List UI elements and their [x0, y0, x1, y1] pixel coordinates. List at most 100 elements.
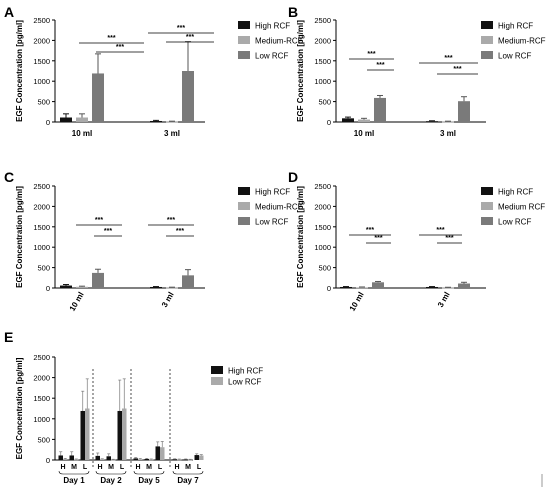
y-tick-label: 500: [318, 264, 331, 273]
y-axis-label: EGF Concentration [pg/ml]: [296, 186, 305, 288]
bar: [172, 459, 177, 460]
x-tick-label: 10 ml: [348, 291, 366, 313]
y-axis-label: EGF Concentration [pg/ml]: [15, 186, 24, 288]
y-tick-label: 500: [37, 264, 50, 273]
bar: [76, 286, 88, 288]
significance-label: ***: [186, 34, 194, 41]
legend-entry: Medium RCF: [498, 203, 545, 212]
legend-entry: Low RCF: [498, 52, 531, 61]
bar: [358, 119, 370, 122]
category-label: L: [83, 464, 88, 471]
y-tick-label: 2000: [33, 202, 50, 211]
bar: [182, 275, 194, 288]
category-label: H: [60, 464, 65, 471]
legend-entry: Low RCF: [498, 218, 531, 227]
legend-swatch: [481, 51, 493, 59]
category-label: L: [197, 464, 202, 471]
legend-swatch: [481, 202, 493, 210]
legend-entry: High RCF: [498, 188, 533, 197]
significance-label: ***: [107, 35, 115, 42]
bar: [58, 455, 63, 460]
y-tick-label: 0: [327, 118, 331, 127]
y-tick-label: 1500: [33, 57, 50, 66]
bar: [117, 410, 122, 460]
category-label: H: [174, 464, 179, 471]
legend-entry: Medium-RCF: [255, 203, 303, 212]
bar: [138, 459, 143, 460]
category-label: L: [120, 464, 125, 471]
significance-label: ***: [367, 51, 375, 58]
y-tick-label: 2500: [33, 353, 50, 362]
bar: [95, 455, 100, 460]
bar: [92, 73, 104, 122]
y-tick-label: 2000: [33, 374, 50, 383]
x-tick-label: 3 ml: [436, 291, 452, 309]
legend-swatch: [481, 187, 493, 195]
significance-label: ***: [95, 217, 103, 224]
group-label: Day 1: [63, 476, 85, 485]
y-tick-label: 500: [318, 98, 331, 107]
legend-entry: Medium-RCF: [498, 37, 546, 46]
bar: [194, 455, 199, 460]
legend-entry: Low RCF: [255, 218, 288, 227]
significance-label: ***: [116, 44, 124, 51]
bar: [372, 282, 384, 288]
category-label: M: [185, 464, 191, 471]
y-tick-label: 1000: [33, 243, 50, 252]
group-label: Day 7: [177, 476, 199, 485]
y-tick-label: 2500: [33, 16, 50, 25]
category-label: L: [158, 464, 163, 471]
group-brace: [133, 470, 165, 475]
bar: [149, 459, 154, 461]
panel-d-chart: 0 500 1000 1500 2000 2500 EGF Concentration [p…: [296, 182, 545, 313]
y-axis-label: EGF Concentration [pg/ml]: [296, 20, 305, 122]
panel-b-chart: 0 500 1000 1500 2000 2500 EGF Concentration [p…: [296, 16, 546, 138]
legend-swatch: [481, 21, 493, 29]
significance-label: ***: [453, 66, 461, 73]
y-tick-label: 2000: [314, 202, 331, 211]
bar: [80, 410, 85, 460]
bar: [442, 121, 454, 123]
y-tick-label: 500: [37, 435, 50, 444]
group-label: Day 5: [138, 476, 160, 485]
significance-label: ***: [366, 227, 374, 234]
x-tick-label: 3 ml: [160, 291, 176, 309]
bar: [356, 287, 368, 289]
significance-label: ***: [177, 25, 185, 32]
bar: [183, 459, 188, 461]
bar: [342, 118, 354, 122]
x-tick-label: 10 ml: [68, 291, 86, 313]
group-brace: [172, 470, 204, 475]
bar: [150, 120, 162, 122]
category-label: M: [71, 464, 77, 471]
significance-label: ***: [167, 217, 175, 224]
bar: [76, 117, 88, 122]
bar: [426, 121, 438, 122]
y-axis-label: EGF Concentration [pg/ml]: [15, 357, 24, 459]
legend-entry: Medium-RCF: [255, 37, 303, 46]
y-axis-label: EGF Concentration [pg/ml]: [15, 20, 24, 122]
category-label: M: [146, 464, 152, 471]
panel-letter-e: E: [4, 329, 13, 345]
bar: [166, 121, 178, 123]
bar: [106, 456, 111, 460]
bar: [458, 283, 470, 288]
significance-label: ***: [445, 235, 453, 242]
y-tick-label: 1000: [33, 415, 50, 424]
panel-a-chart: 0 500 1000 1500 2000 2500 EGF Concentration [p…: [15, 16, 303, 138]
significance-label: ***: [376, 62, 384, 69]
bar: [442, 287, 454, 289]
group-brace: [58, 470, 90, 475]
group-brace: [95, 470, 127, 475]
bar: [144, 458, 149, 460]
y-tick-label: 1500: [33, 394, 50, 403]
x-tick-label: 3 ml: [164, 129, 180, 138]
bar: [85, 408, 90, 460]
legend-swatch: [238, 51, 250, 59]
y-tick-label: 2500: [314, 16, 331, 25]
panel-letter-a: A: [4, 4, 14, 20]
bar: [133, 458, 138, 460]
legend-entry: High RCF: [255, 22, 290, 31]
y-tick-label: 0: [46, 284, 50, 293]
bar: [166, 287, 178, 289]
